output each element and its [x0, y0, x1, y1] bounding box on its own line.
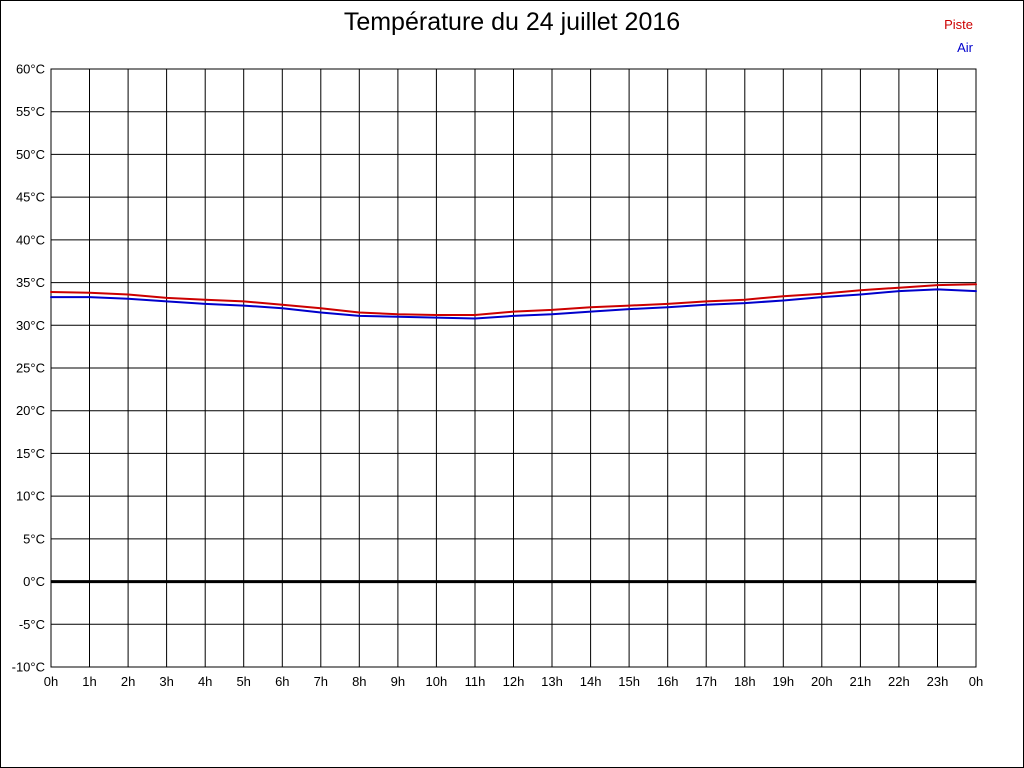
y-tick-label: 5°C [23, 531, 45, 546]
x-axis-labels: 0h 1h 2h 3h 4h 5h 6h 7h 8h 9h 10h 11h 12h 13h 14h 15h 16… [44, 674, 983, 689]
x-tick-label: 5h [236, 674, 250, 689]
x-tick-label: 9h [391, 674, 405, 689]
x-tick-label: 0h [44, 674, 58, 689]
x-tick-label: 13h [541, 674, 563, 689]
x-tick-label: 21h [850, 674, 872, 689]
x-tick-label: 12h [503, 674, 525, 689]
x-tick-label: 17h [695, 674, 717, 689]
y-tick-label: 35°C [16, 275, 45, 290]
y-tick-label: 30°C [16, 318, 45, 333]
y-tick-label: 40°C [16, 232, 45, 247]
legend-item-piste: Piste [944, 17, 973, 32]
y-tick-label: 10°C [16, 489, 45, 504]
x-tick-label: 3h [159, 674, 173, 689]
y-tick-label: -5°C [19, 617, 45, 632]
x-tick-label: 20h [811, 674, 833, 689]
series-air-line [50, 288, 977, 320]
series-piste-line [50, 283, 977, 316]
y-tick-label: 20°C [16, 403, 45, 418]
x-tick-label: 19h [772, 674, 794, 689]
x-tick-label: 16h [657, 674, 679, 689]
x-tick-label: 15h [618, 674, 640, 689]
y-tick-label: 25°C [16, 361, 45, 376]
x-tick-label: 6h [275, 674, 289, 689]
chart-legend: Piste Air [944, 13, 973, 59]
x-tick-label: 11h [465, 674, 486, 689]
chart-title: Température du 24 juillet 2016 [343, 8, 681, 36]
x-tick-label: 23h [927, 674, 949, 689]
y-tick-label: 60°C [16, 62, 45, 77]
y-tick-label: 55°C [16, 104, 45, 119]
y-axis-labels: 60°C 55°C 50°C 45°C 40°C 35°C 30°C 25°C 20°C 15°C… [12, 62, 45, 675]
x-tick-label: 18h [734, 674, 756, 689]
grid [50, 68, 977, 668]
y-tick-label: 50°C [16, 147, 45, 162]
y-tick-label: 0°C [23, 574, 45, 589]
x-tick-label: 4h [198, 674, 212, 689]
x-tick-label: 22h [888, 674, 910, 689]
y-tick-label: 15°C [16, 446, 45, 461]
legend-item-air: Air [957, 40, 973, 55]
x-tick-label: 14h [580, 674, 602, 689]
x-tick-label: 2h [121, 674, 135, 689]
x-tick-label: 1h [82, 674, 96, 689]
x-tick-label: 10h [426, 674, 448, 689]
plot-border [50, 68, 977, 668]
y-tick-label: 45°C [16, 190, 45, 205]
x-tick-label: 0h [969, 674, 983, 689]
x-tick-label: 7h [314, 674, 328, 689]
x-tick-label: 8h [352, 674, 366, 689]
y-tick-label: -10°C [12, 660, 45, 675]
